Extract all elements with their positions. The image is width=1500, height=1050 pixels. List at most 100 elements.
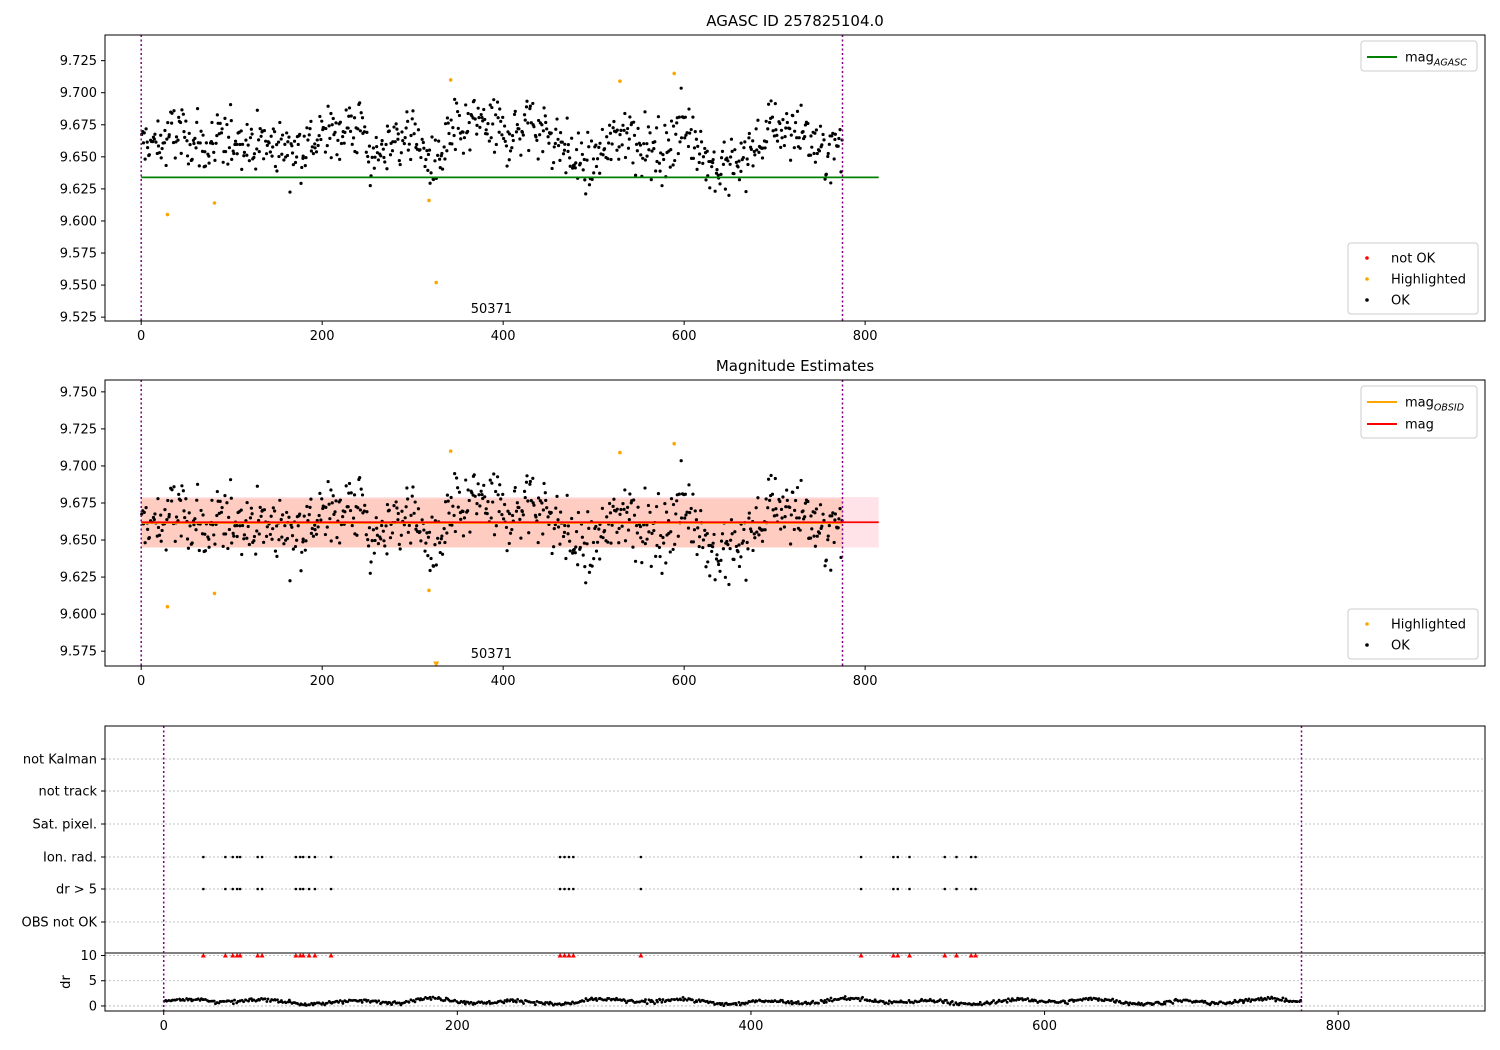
ok-point <box>541 129 545 133</box>
ok-point <box>655 159 659 164</box>
ok-point <box>302 134 306 138</box>
ok-point <box>419 539 423 543</box>
ok-point <box>555 494 559 498</box>
ok-point <box>182 130 186 134</box>
ok-point <box>803 135 807 139</box>
ok-point <box>631 161 635 165</box>
ok-point <box>582 157 586 162</box>
dr-point <box>1005 1000 1009 1004</box>
ok-point <box>565 116 569 120</box>
ok-point <box>505 164 509 168</box>
ok-point <box>259 134 263 138</box>
ok-point <box>823 177 827 181</box>
ok-point <box>826 154 830 159</box>
ok-point <box>409 157 413 162</box>
ok-point <box>523 495 527 500</box>
ok-point <box>660 184 664 188</box>
flag-point <box>224 855 227 859</box>
ok-point <box>368 571 372 575</box>
dr-point <box>887 999 891 1003</box>
ok-point <box>718 569 722 573</box>
ok-point <box>701 545 705 550</box>
ok-point <box>657 545 662 550</box>
ok-point <box>831 511 835 515</box>
ok-point <box>747 131 751 136</box>
ok-point <box>619 507 623 512</box>
ok-point <box>491 500 495 504</box>
flag-point <box>859 855 863 859</box>
ok-point <box>510 133 515 138</box>
ok-point <box>495 475 500 479</box>
flag-point <box>231 855 235 859</box>
flag-point <box>301 855 305 859</box>
ok-point <box>240 142 245 146</box>
dr-point <box>1063 1001 1067 1005</box>
dr-point <box>1195 1000 1199 1003</box>
ok-point <box>692 528 697 532</box>
ok-point <box>195 120 199 124</box>
ok-point <box>153 132 157 136</box>
ok-point <box>785 498 789 502</box>
ok-point <box>167 512 171 517</box>
ok-point <box>617 145 621 149</box>
ok-point <box>610 142 614 146</box>
ok-point <box>780 136 784 140</box>
ok-point <box>387 129 391 133</box>
ok-point <box>524 480 529 484</box>
ok-point <box>313 142 317 146</box>
ok-point <box>310 145 314 149</box>
ok-point <box>326 479 330 484</box>
ok-point <box>438 157 442 161</box>
ok-point <box>352 493 357 497</box>
ok-point <box>824 558 828 562</box>
ok-point <box>457 113 462 118</box>
y-tick-label: 9.675 <box>60 496 97 511</box>
ok-point <box>179 534 183 538</box>
ok-point <box>741 156 745 160</box>
ok-point <box>464 103 468 107</box>
ok-point <box>402 142 406 146</box>
flag-point <box>892 887 895 891</box>
ok-point <box>647 530 651 534</box>
ok-point <box>304 155 308 160</box>
ok-point <box>453 529 457 534</box>
ok-point <box>207 161 211 165</box>
ok-point <box>270 154 274 158</box>
ok-point <box>443 122 448 126</box>
ok-point <box>754 127 758 131</box>
ok-point <box>291 547 295 551</box>
ok-point <box>669 530 673 534</box>
ok-point <box>170 488 174 492</box>
dr-point <box>610 997 613 1001</box>
ok-point <box>576 131 581 135</box>
dr-point <box>792 1001 796 1005</box>
ok-point <box>320 119 324 123</box>
ok-point <box>521 513 525 517</box>
ok-point <box>300 550 304 554</box>
ok-point <box>326 104 330 108</box>
ok-point <box>812 151 816 156</box>
ok-point <box>215 513 219 518</box>
ok-point <box>300 165 304 170</box>
ok-point <box>193 136 197 140</box>
ok-point <box>295 538 299 542</box>
dr-point <box>616 998 620 1002</box>
dr-clipped-marker <box>312 953 318 958</box>
ok-point <box>826 534 830 538</box>
ok-point <box>773 102 777 106</box>
ok-point <box>732 557 736 562</box>
ok-point <box>792 527 796 532</box>
ok-point <box>808 153 813 157</box>
flag-point <box>307 887 311 891</box>
ok-point <box>372 166 376 170</box>
ok-point <box>271 506 275 510</box>
flag-point <box>224 887 227 891</box>
ok-point <box>699 129 703 134</box>
ok-point <box>262 540 266 544</box>
ok-point <box>153 512 157 516</box>
ok-point <box>801 130 805 134</box>
ok-point <box>328 136 332 140</box>
ok-point <box>576 563 580 567</box>
ok-point <box>459 137 463 141</box>
ok-point <box>172 485 176 489</box>
